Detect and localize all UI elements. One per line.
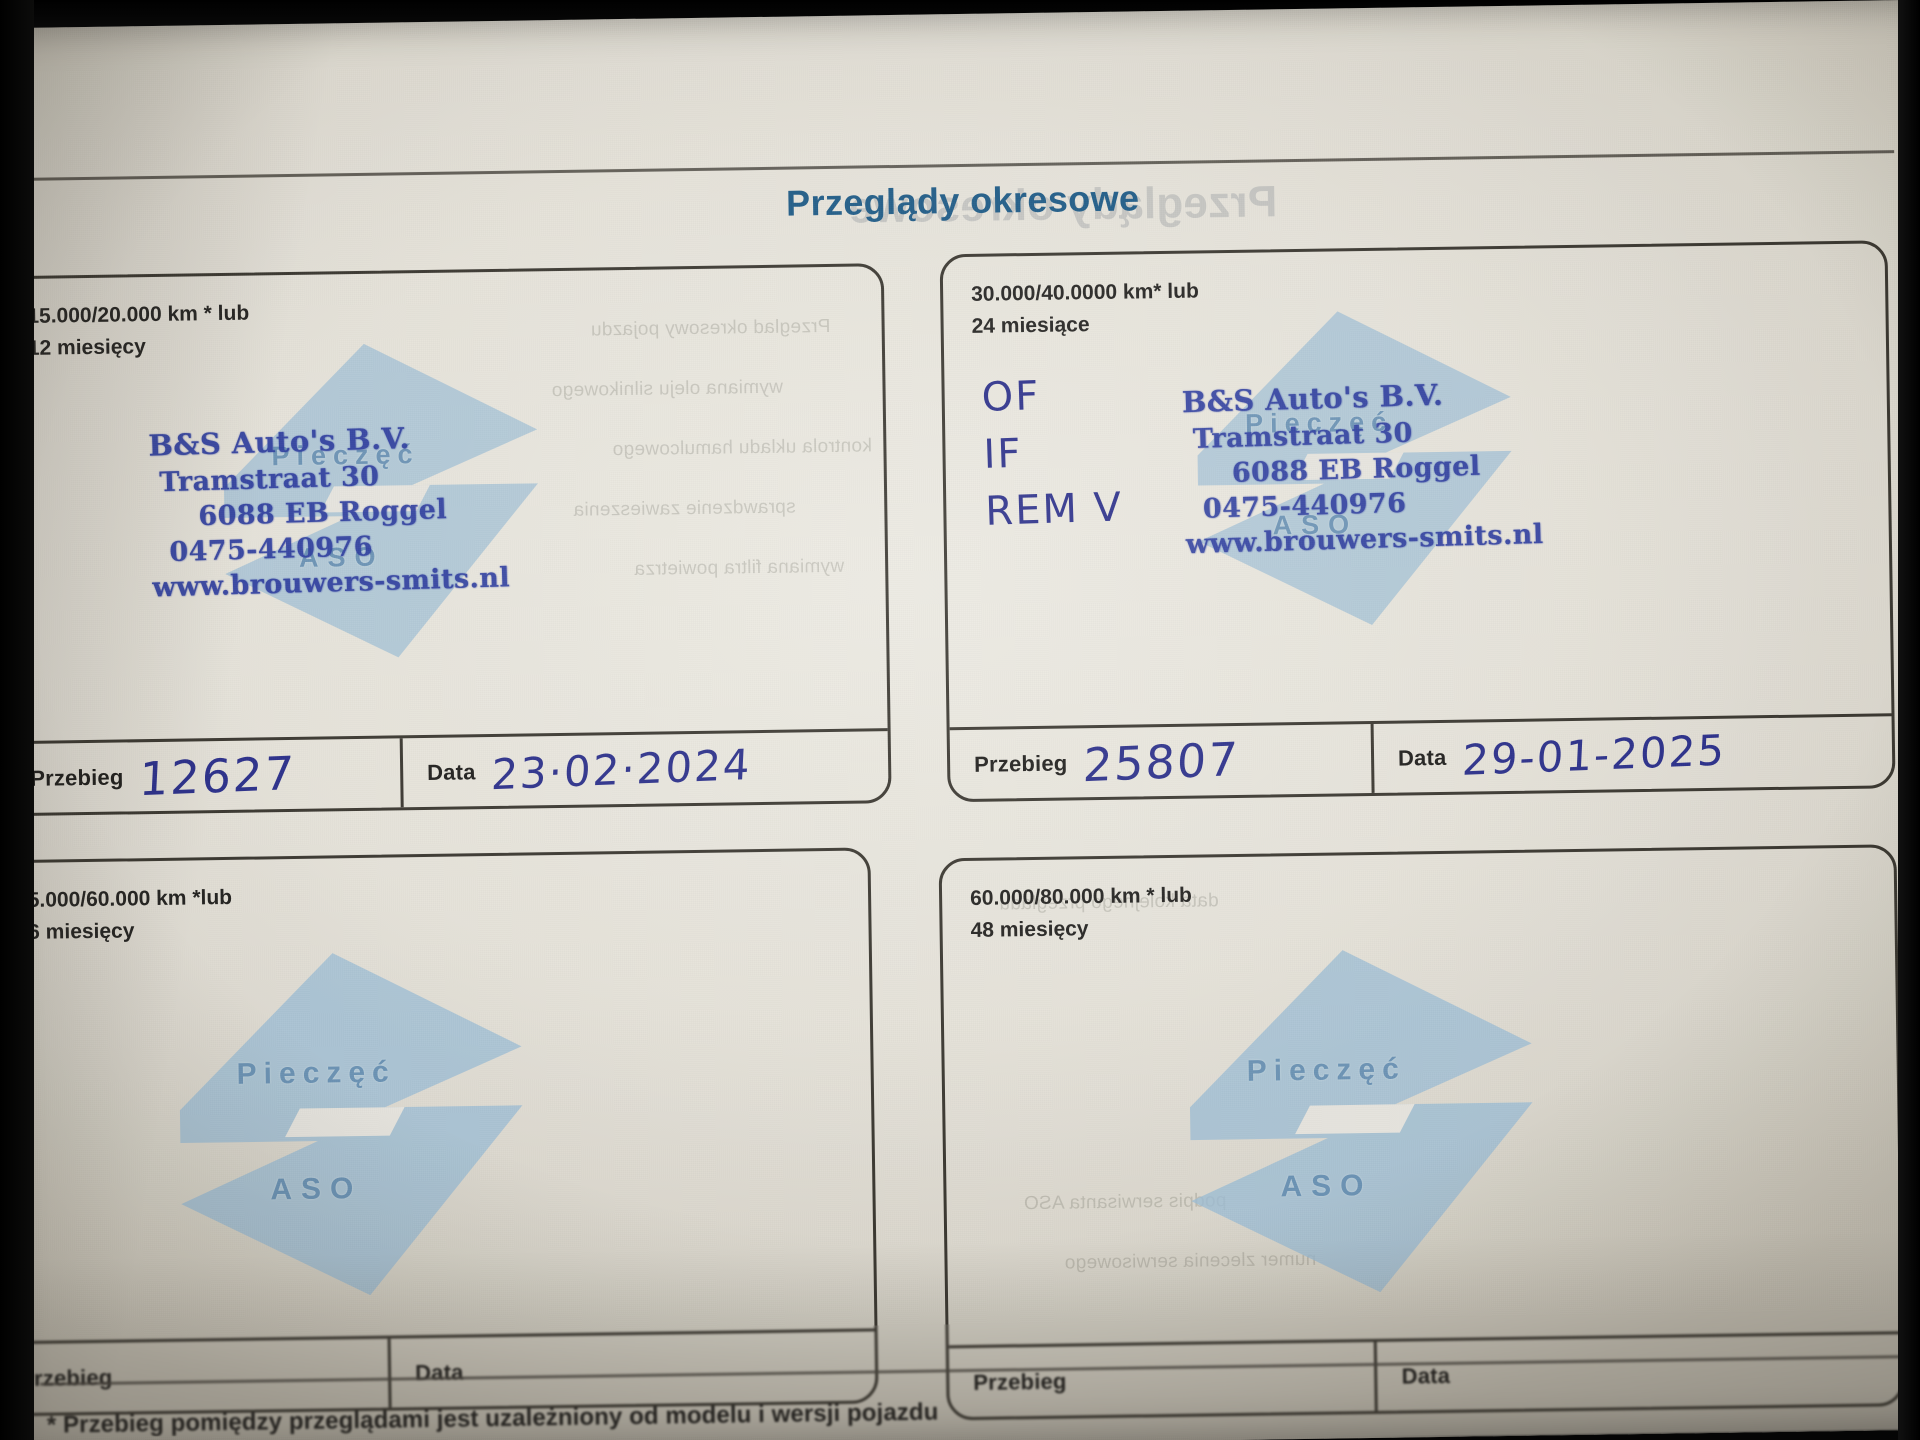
date-field-1[interactable]: Data 23·02·2024 bbox=[403, 731, 889, 807]
service-entry-box-1: 15.000/20.000 km * lub 12 miesięcy Piecz… bbox=[0, 263, 892, 817]
service-entry-box-4: 60.000/80.000 km * lub 48 miesięcy Piecz… bbox=[938, 844, 1905, 1421]
date-field-4[interactable]: Data bbox=[1377, 1334, 1902, 1411]
service-footer-row-1: Przebieg 12627 Data 23·02·2024 bbox=[5, 728, 889, 814]
date-value-2: 29-01-2025 bbox=[1461, 725, 1728, 785]
watermark-label-aso: ASO bbox=[1280, 1169, 1373, 1204]
mileage-value-1: 12627 bbox=[138, 745, 298, 806]
date-value-1: 23·02·2024 bbox=[490, 739, 754, 800]
mileage-label-4: Przebieg bbox=[973, 1368, 1067, 1395]
service-interval-1: 15.000/20.000 km * lub 12 miesięcy bbox=[27, 301, 250, 360]
date-field-3[interactable]: Data bbox=[391, 1331, 876, 1407]
date-field-2[interactable]: Data 29-01-2025 bbox=[1373, 716, 1892, 793]
mileage-value-2: 25807 bbox=[1082, 731, 1241, 792]
mileage-field-2[interactable]: Przebieg 25807 bbox=[949, 723, 1375, 800]
mileage-label-2: Przebieg bbox=[973, 749, 1068, 777]
handwritten-service-note-2: OF IF REM V bbox=[980, 373, 1124, 535]
watermark-label-pieczec: Pieczęć bbox=[1246, 1052, 1407, 1088]
mileage-field-3[interactable]: Przebieg bbox=[0, 1338, 392, 1414]
service-footer-row-4: Przebieg Data bbox=[948, 1331, 1902, 1418]
service-footer-row-2: Przebieg 25807 Data 29-01-2025 bbox=[949, 713, 1893, 800]
watermark-label-aso: ASO bbox=[270, 1171, 363, 1207]
service-entry-box-3: 45.000/60.000 km *lub 36 miesięcy Pieczę… bbox=[0, 847, 879, 1417]
date-label-4: Data bbox=[1401, 1362, 1451, 1389]
mileage-field-1[interactable]: Przebieg 12627 bbox=[5, 738, 404, 814]
background-dark-surface-right bbox=[1898, 0, 1920, 1440]
suzuki-watermark-4: Pieczęć ASO bbox=[1179, 939, 1544, 1304]
service-entry-box-2: 30.000/40.0000 km* lub 24 miesiące Piecz… bbox=[939, 240, 1896, 803]
dealer-stamp-2: B&S Auto's B.V. Tramstraat 30 6088 EB Ro… bbox=[1181, 374, 1544, 562]
watermark-label-pieczec: Pieczęć bbox=[236, 1055, 396, 1091]
dealer-stamp-1: B&S Auto's B.V. Tramstraat 30 6088 EB Ro… bbox=[148, 417, 511, 605]
mileage-field-4[interactable]: Przebieg bbox=[948, 1341, 1379, 1418]
background-dark-surface-left bbox=[0, 0, 34, 1440]
suzuki-watermark-3: Pieczęć ASO bbox=[169, 942, 534, 1307]
date-label-3: Data bbox=[414, 1359, 464, 1385]
service-interval-4: 60.000/80.000 km * lub 48 miesięcy bbox=[969, 883, 1193, 942]
mileage-label-1: Przebieg bbox=[30, 763, 124, 791]
date-label-2: Data bbox=[1397, 744, 1447, 771]
service-interval-2: 30.000/40.0000 km* lub 24 miesiące bbox=[970, 279, 1199, 338]
service-interval-3: 45.000/60.000 km *lub 36 miesięcy bbox=[15, 885, 233, 945]
date-label-1: Data bbox=[426, 758, 476, 785]
